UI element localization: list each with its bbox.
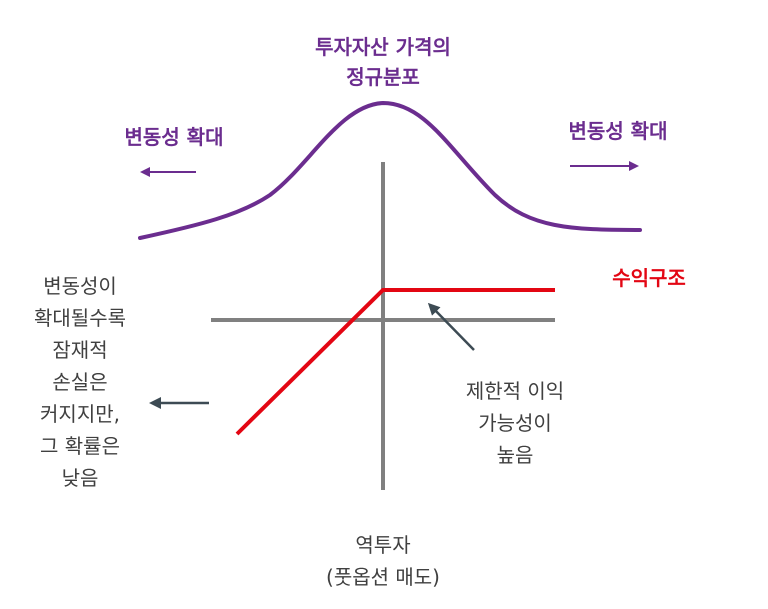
distribution-title: 투자자산 가격의 정규분포 bbox=[293, 32, 473, 92]
title-line-1: 투자자산 가격의 bbox=[315, 35, 451, 59]
normal-distribution-curve bbox=[138, 100, 642, 240]
profit-note-line-2: 가능성이 bbox=[478, 411, 552, 435]
loss-note-line-1: 변동성이 bbox=[43, 274, 117, 298]
volatility-left-label: 변동성 확대 bbox=[124, 125, 224, 149]
profit-note: 제한적 이익 가능성이 높음 bbox=[440, 375, 590, 471]
strategy-label: 역투자 (풋옵션 매도) bbox=[303, 529, 463, 593]
title-line-2: 정규분포 bbox=[346, 65, 420, 89]
profit-note-line-1: 제한적 이익 bbox=[465, 379, 565, 403]
payoff-structure-label: 수익구조 bbox=[612, 266, 686, 290]
limited-profit-arrow bbox=[427, 302, 475, 351]
loss-note-line-6: 그 확률은 bbox=[40, 434, 120, 458]
strategy-label-line-1: 역투자 bbox=[355, 533, 411, 557]
volatility-right-label: 변동성 확대 bbox=[568, 119, 668, 143]
profit-note-line-3: 높음 bbox=[496, 443, 534, 467]
payoff-line bbox=[235, 288, 555, 436]
loss-note-line-3: 잠재적 bbox=[52, 338, 108, 362]
loss-note-line-7: 낮음 bbox=[61, 466, 99, 490]
strategy-label-line-2: (풋옵션 매도) bbox=[326, 565, 440, 589]
loss-note: 변동성이 확대될수록 잠재적 손실은 커지지만, 그 확률은 낮음 bbox=[10, 270, 150, 494]
loss-note-line-5: 커지지만, bbox=[40, 402, 120, 426]
loss-note-line-2: 확대될수록 bbox=[34, 306, 126, 330]
loss-note-line-4: 손실은 bbox=[52, 370, 108, 394]
